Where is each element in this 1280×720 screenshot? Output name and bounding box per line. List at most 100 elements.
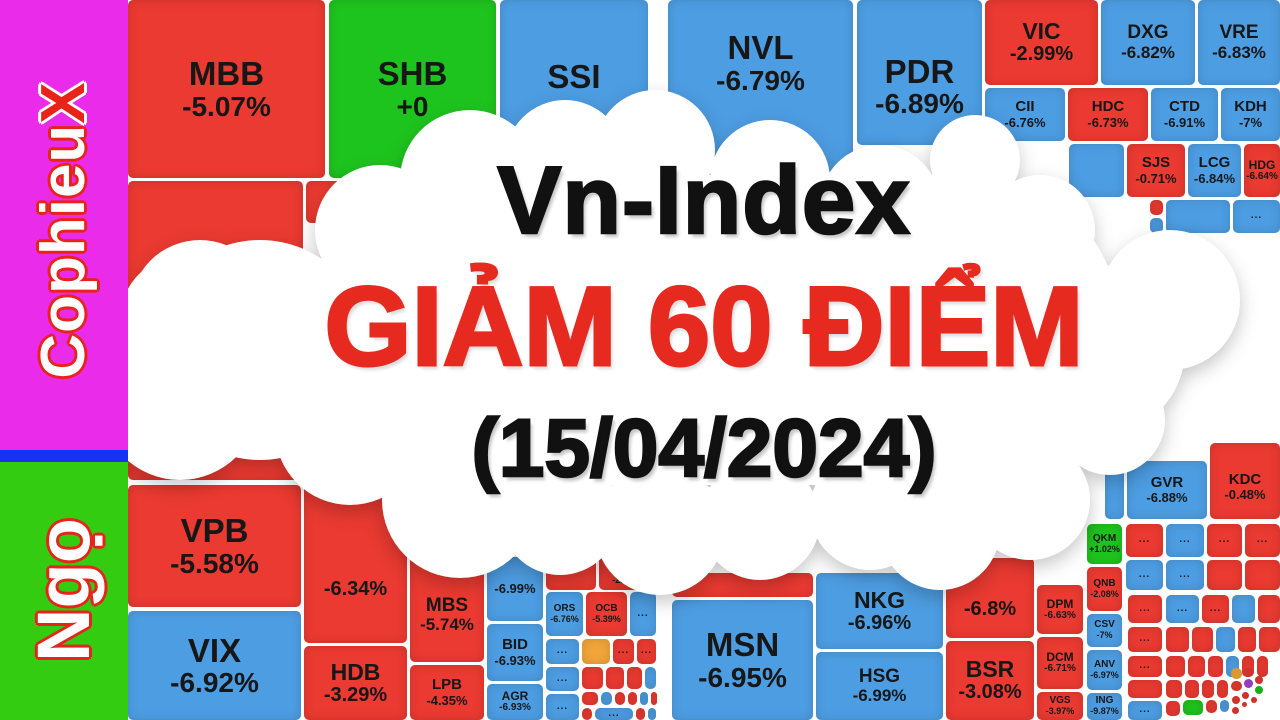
tile-ticker: BID [502,636,528,654]
tile-change: -7% [1238,114,1263,130]
tile-change: -5.39% [592,613,621,624]
treemap-tile [1150,200,1163,215]
tile-change: -6.34% [323,577,388,600]
tile-change: -2.99% [1009,43,1074,66]
tile-change: ... [1218,534,1231,546]
tile-ticker: MSN [705,626,780,664]
tile-change: -6.95% [698,661,787,693]
tile-ticker: VRE [1219,22,1259,44]
treemap-tile-ing: ING -9.87% [1087,693,1122,720]
tile-change: ... [1179,568,1191,580]
tile-change: ... [640,645,653,657]
treemap-tile: ... [1126,524,1163,557]
tile-change: -7% [1096,630,1113,641]
brand-name-x: X [29,81,98,124]
treemap-tile-mbb: MBB -5.07% [128,0,325,178]
treemap-tile [1251,697,1257,703]
treemap-tile [1166,627,1189,652]
tile-change: -6.93% [499,702,531,714]
treemap-tile [1202,680,1214,698]
treemap-tile [1232,707,1239,714]
tile-change: -6.99% [852,686,907,706]
tile-change: ... [1250,210,1263,222]
tile-change: +1.02% [1089,543,1120,554]
author-name: Ngọ [22,518,105,662]
treemap-tile: ... [1128,701,1162,720]
treemap-tile-vix: VIX -6.92% [128,611,301,720]
tile-ticker: SHB [377,55,448,93]
treemap-tile-qkm: QKM +1.02% [1087,524,1122,564]
tile-change: -3.08% [958,681,1022,704]
treemap-tile: ... [595,708,633,720]
tile-change: ... [556,672,569,684]
treemap-tile-dpm: DPM -6.63% [1037,585,1083,634]
treemap-tile-pdr: PDR -6.89% [857,0,982,145]
treemap-tile [582,708,592,720]
treemap-tile: ... [546,639,579,664]
treemap-tile-bsr: BSR -3.08% [946,641,1034,720]
treemap-tile [582,667,603,689]
treemap-tile [1166,200,1230,233]
tile-change: -9.87% [1090,706,1119,717]
tile-change: ... [1139,633,1151,645]
tile-change: -0.71% [1135,170,1177,186]
tile-change: ... [1139,602,1151,614]
treemap-tile [1188,656,1205,677]
tile-ticker: DPM [1046,596,1074,611]
tile-change: -5.58% [170,547,259,579]
tile-ticker: LPB [432,676,462,694]
tile-change: -6.92% [170,667,259,699]
brand-banner-bottom [0,462,128,720]
treemap-tile: ... [1126,560,1163,590]
treemap-tile [606,667,624,689]
tile-ticker: CSV [1094,619,1115,631]
tile-change: ... [1139,704,1151,716]
treemap-tile [1244,679,1253,688]
treemap-tile [628,692,637,705]
treemap-tile: ... [1207,524,1242,557]
treemap-tile [648,708,656,720]
treemap-tile [1259,627,1280,652]
treemap-tile-agr: AGR -6.93% [487,684,543,720]
tile-change: -3.29% [323,683,388,706]
tile-change: -6.76% [1004,114,1046,130]
treemap-tile [1231,681,1242,691]
tile-ticker: CII [1015,98,1035,116]
tile-change: -6.97% [1090,669,1119,680]
treemap-tile: ... [1166,560,1204,590]
treemap-tile [1232,696,1240,704]
treemap-tile-vic: VIC -2.99% [985,0,1098,85]
treemap-tile-qnb: QNB -2.08% [1087,567,1122,611]
treemap-tile-bid: BID -6.93% [487,624,543,681]
treemap-tile-dxg: DXG -6.82% [1101,0,1195,85]
treemap-tile: ... [1233,200,1280,233]
tile-ticker: HDC [1091,98,1125,116]
treemap-tile [582,639,610,664]
tile-ticker: ANV [1093,658,1116,670]
treemap-tile [1069,144,1124,197]
tile-ticker: CTD [1169,98,1200,116]
tile-change: -6.91% [1163,114,1206,130]
treemap-tile-ctd: CTD -6.91% [1151,88,1218,141]
tile-change: -6.84% [1193,170,1236,186]
treemap-tile [1238,627,1256,652]
treemap-tile [615,692,625,705]
treemap-tile-vpb: VPB -5.58% [128,485,301,607]
treemap-tile-kdc: KDC -0.48% [1210,443,1280,519]
tile-change: -6.63% [1044,609,1076,621]
treemap-tile [1105,461,1124,519]
tile-change: ... [556,700,569,712]
tile-change: ... [556,645,569,657]
tile-change: -6.76% [550,613,579,624]
tile-change: ... [617,645,630,657]
cloud-shape [970,440,1090,560]
tile-ticker: MBS [425,594,469,616]
treemap-tile [636,708,645,720]
treemap-tile [1183,700,1203,715]
tile-change: ... [1139,660,1151,672]
treemap-tile [1166,656,1185,677]
treemap-tile-lpb: LPB -4.35% [410,665,484,720]
treemap-tile [1208,656,1223,677]
tile-change: -6.79% [716,64,805,96]
cloud-shape [120,255,250,385]
